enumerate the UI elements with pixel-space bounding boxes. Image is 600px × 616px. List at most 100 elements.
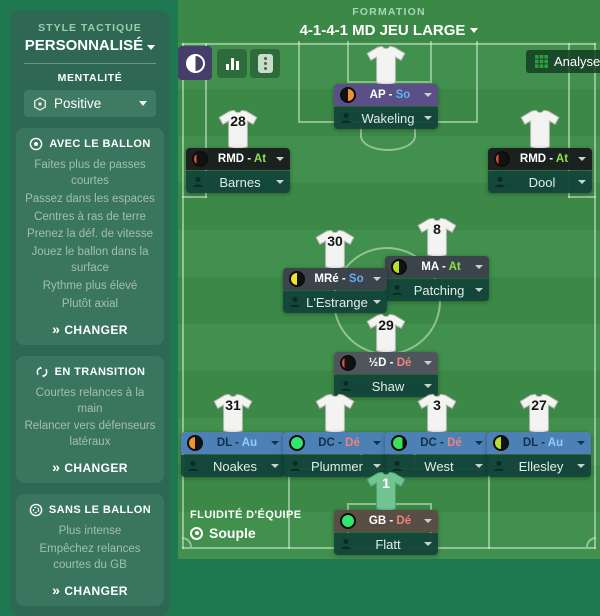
bar-chart-icon [225,57,239,70]
instruction-item: Passez dans les espaces [25,192,155,205]
condition-pie-icon [340,355,356,371]
changer-button[interactable]: » CHANGER [21,459,159,475]
tactic-style-panel: STYLE TACTIQUE PERSONNALISÉ MENTALITÉ Po… [10,10,170,616]
role-dropdown[interactable]: GB - Dé [334,510,438,532]
condition-pie-icon [289,435,305,451]
player-unit: 8 MA - At Patching [385,218,489,301]
shirt-icon: 28 [215,110,261,150]
chevron-down-icon [276,157,284,161]
chevron-down-icon [475,464,483,468]
player-dropdown[interactable]: Barnes [186,171,290,193]
role-dropdown[interactable]: DC - Dé [385,432,489,454]
chevron-down-icon [578,157,586,161]
stats-bars-button[interactable] [217,49,247,78]
style-dropdown[interactable]: PERSONNALISÉ [10,37,170,54]
chevron-down-icon [470,28,479,33]
double-chevron-icon: » [52,581,61,598]
ball-icon [30,137,43,151]
player-name: Patching [413,282,465,298]
chevron-down-icon [424,519,432,523]
player-dropdown[interactable]: Wakeling [334,107,438,129]
player-dropdown[interactable]: West [385,455,489,477]
vertical-pitch-icon [257,54,273,73]
mentality-dropdown[interactable]: Positive [24,90,156,117]
role-dropdown[interactable]: MRé - So [283,268,387,290]
contrast-toggle-button[interactable] [178,46,212,80]
instruction-item: Courtes relances à la main [35,386,145,415]
style-value: PERSONNALISÉ [24,37,144,54]
role-dropdown[interactable]: MA - At [385,256,489,278]
condition-pie-icon [494,151,510,167]
instruction-item: Plutôt axial [61,297,119,310]
role-abbr: DL - [216,437,240,449]
player-unit: 1 GB - Dé Flatt [334,472,438,555]
player-name: L'Estrange [306,294,368,310]
shirt-number: 3 [433,397,441,413]
instruction-item: Jouez le ballon dans la surface [31,246,149,275]
role-abbr: RMD - [217,153,252,165]
role-dropdown[interactable]: RMD - At [186,148,290,170]
mentality-value: Positive [54,96,102,111]
shirt-icon: 27 [516,394,562,434]
condition-pie-icon [340,87,356,103]
chevron-down-icon [578,180,586,184]
person-icon [493,460,505,472]
team-fluidity: FLUIDITÉ D'ÉQUIPE Souple [190,509,301,541]
chevron-down-icon [577,464,585,468]
person-icon [391,460,403,472]
player-unit: 3 DC - Dé West [385,394,489,477]
section-title: AVEC LE BALLON [49,138,151,150]
role-dropdown[interactable]: DL - Au [181,432,285,454]
divider [24,63,156,64]
duty-abbr: At [448,261,461,273]
instruction-item: Centres à ras de terre [34,210,146,223]
shirt-number: 29 [378,317,394,333]
player-name: Noakes [212,458,258,474]
changer-button[interactable]: » CHANGER [21,582,159,598]
formation-dropdown[interactable]: 4-1-4-1 MD JEU LARGE [178,22,600,39]
double-chevron-icon: » [52,459,61,476]
shirt-number: 28 [230,113,246,129]
pitch-line [182,196,207,198]
player-dropdown[interactable]: Ellesley [487,455,591,477]
transition-arrows-icon [36,365,47,378]
player-name: Dool [528,174,556,190]
role-abbr: MRé - [314,273,346,285]
role-dropdown[interactable]: RMD - At [488,148,592,170]
section-title: SANS LE BALLON [48,504,152,517]
shirt-icon: 30 [312,230,358,270]
fluidity-value: Souple [209,525,256,541]
section-title: EN TRANSITION [54,365,146,378]
player-dropdown[interactable]: Shaw [334,375,438,397]
chevron-down-icon [373,441,381,445]
role-dropdown[interactable]: AP - So [334,84,438,106]
section-avec-le-ballon: AVEC LE BALLON Faites plus de passes cou… [16,128,164,345]
instruction-item: Faites plus de passes courtes [34,159,146,187]
role-dropdown[interactable]: DL - Au [487,432,591,454]
player-dropdown[interactable]: Flatt [334,533,438,555]
changer-label: CHANGER [64,322,128,337]
role-dropdown[interactable]: DC - Dé [283,432,387,454]
player-dropdown[interactable]: L'Estrange [283,291,387,313]
player-name: Ellesley [518,458,564,474]
player-dropdown[interactable]: Patching [385,279,489,301]
player-name: Wakeling [361,110,415,126]
changer-button[interactable]: » CHANGER [21,321,159,337]
pitch-view-button[interactable] [250,49,280,78]
tactics-pitch: FORMATION 4-1-4-1 MD JEU LARGE Analyse F… [178,0,600,559]
shirt-icon [517,110,563,150]
player-dropdown[interactable]: Plummer [283,455,387,477]
player-dropdown[interactable]: Dool [488,171,592,193]
analyse-button[interactable]: Analyse [526,50,600,73]
player-name: West [424,458,454,474]
person-icon [289,460,301,472]
player-dropdown[interactable]: Noakes [181,455,285,477]
player-unit: 30 MRé - So L'Estrange [283,230,387,313]
role-dropdown[interactable]: ½D - Dé [334,352,438,374]
duty-abbr: Dé [345,437,360,449]
penalty-arc-top [360,121,416,151]
role-abbr: AP - [369,89,393,101]
pitch-line [568,43,570,198]
chevron-down-icon [577,441,585,445]
duty-abbr: Au [547,437,564,449]
